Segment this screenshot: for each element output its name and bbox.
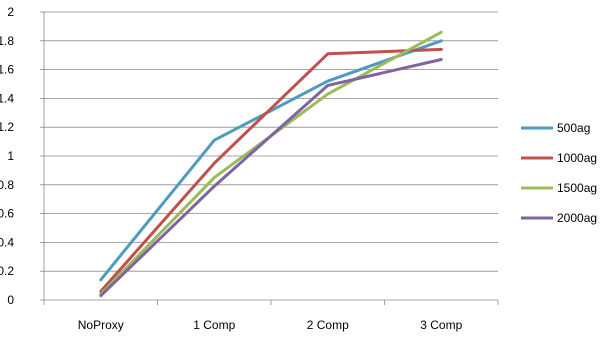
axes bbox=[40, 11, 499, 305]
y-tick-label: 2 bbox=[7, 5, 14, 19]
x-tick-label: 3 Comp bbox=[420, 318, 462, 332]
y-tick-label: 1.6 bbox=[0, 63, 14, 77]
y-tick-label: 1 bbox=[7, 149, 14, 163]
legend-label: 2000ag bbox=[557, 211, 597, 225]
y-tick-label: 0 bbox=[7, 293, 14, 307]
legend-label: 1000ag bbox=[557, 151, 597, 165]
gridlines bbox=[44, 11, 498, 272]
y-tick-label: 0.2 bbox=[0, 264, 14, 278]
legend: 500ag 1000ag 1500ag 2000ag bbox=[521, 121, 597, 225]
series-line-500ag bbox=[99, 39, 443, 282]
y-tick-labels: 0 0.2 0.4 0.6 0.8 1 1.2 1.4 1.6 1.8 2 bbox=[0, 5, 14, 307]
legend-label: 500ag bbox=[557, 121, 590, 135]
y-tick-label: 0.8 bbox=[0, 178, 14, 192]
series-lines bbox=[99, 30, 443, 298]
x-tick-labels: NoProxy 1 Comp 2 Comp 3 Comp bbox=[78, 318, 463, 332]
y-tick-label: 1.8 bbox=[0, 34, 14, 48]
x-tick-label: 1 Comp bbox=[193, 318, 235, 332]
x-tick-label: NoProxy bbox=[78, 318, 124, 332]
x-tick-label: 2 Comp bbox=[307, 318, 349, 332]
y-tick-label: 0.4 bbox=[0, 235, 14, 249]
y-tick-label: 1.4 bbox=[0, 91, 14, 105]
legend-label: 1500ag bbox=[557, 181, 597, 195]
y-tick-label: 1.2 bbox=[0, 120, 14, 134]
series-line-2000ag bbox=[99, 58, 443, 298]
series-line-1000ag bbox=[99, 47, 443, 293]
y-tick-label: 0.6 bbox=[0, 207, 14, 221]
